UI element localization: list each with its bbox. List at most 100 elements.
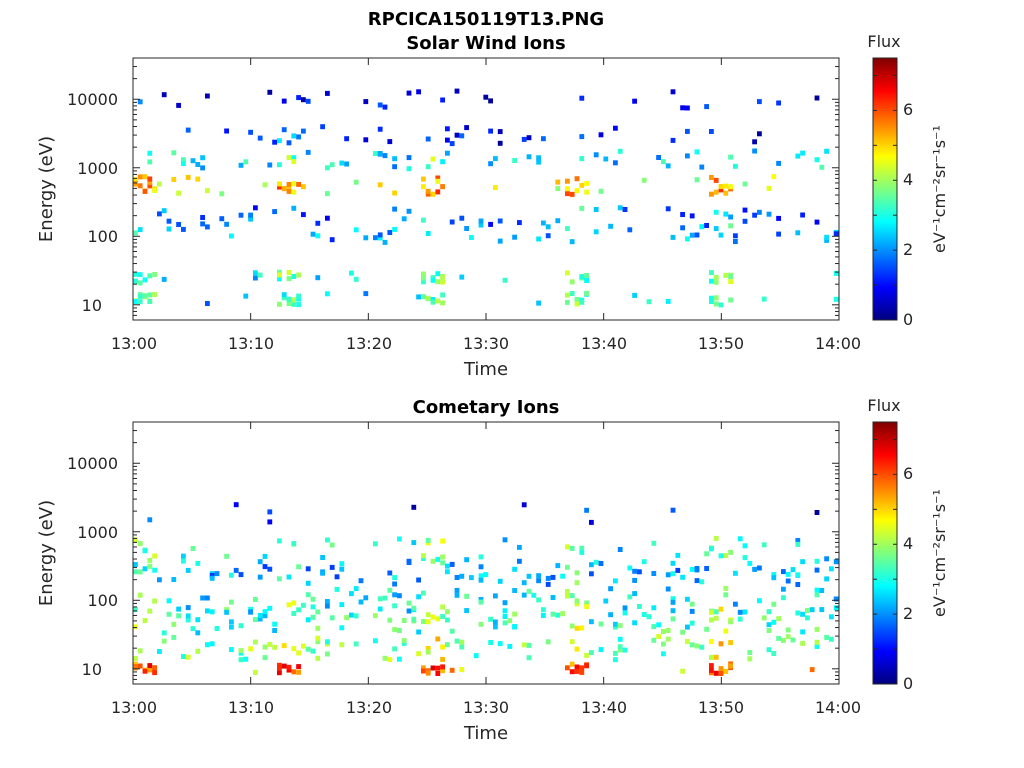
heatmap-cell xyxy=(421,271,426,277)
heatmap-cell xyxy=(200,221,205,227)
heatmap-cell xyxy=(430,297,436,302)
heatmap-cell xyxy=(627,227,633,233)
heatmap-cell xyxy=(248,212,253,218)
heatmap-cell xyxy=(483,94,489,100)
x-axis-label-cometary: Time xyxy=(463,723,508,744)
heatmap-cell xyxy=(147,292,153,298)
heatmap-cell xyxy=(377,596,383,602)
heatmap-cell xyxy=(651,624,657,630)
heatmap-cell xyxy=(349,270,354,276)
heatmap-cell xyxy=(440,292,445,298)
heatmap-cell xyxy=(430,614,436,620)
heatmap-cell xyxy=(205,224,210,230)
heatmap-cell xyxy=(656,155,661,160)
heatmap-cell xyxy=(665,586,671,592)
heatmap-cell xyxy=(814,587,820,593)
heatmap-cell xyxy=(641,177,647,183)
heatmap-cell xyxy=(565,191,570,197)
heatmap-cell xyxy=(656,622,661,628)
heatmap-cell xyxy=(430,277,436,283)
heatmap-cell xyxy=(253,275,258,281)
heatmap-cell xyxy=(416,294,421,300)
heatmap-cell xyxy=(334,574,340,580)
heatmap-cell xyxy=(315,635,321,641)
heatmap-cell xyxy=(286,664,292,670)
colorbar-tick-label: 6 xyxy=(903,100,913,119)
heatmap-cell xyxy=(296,272,301,278)
heatmap-cell xyxy=(344,136,349,142)
heatmap-cell xyxy=(728,297,733,303)
heatmap-cell xyxy=(286,574,292,580)
heatmap-cell xyxy=(421,556,426,561)
heatmap-cell xyxy=(521,502,527,508)
colorbar-units: eV⁻¹cm⁻²sr⁻¹s⁻¹ xyxy=(930,489,949,617)
heatmap-cell xyxy=(185,127,191,133)
heatmap-cell xyxy=(454,587,460,593)
heatmap-cell xyxy=(142,188,148,194)
x-tick-label: 13:30 xyxy=(463,698,509,717)
y-tick-label: 1000 xyxy=(77,159,118,178)
heatmap-cell xyxy=(267,509,273,515)
heatmap-cell xyxy=(493,624,498,630)
heatmap-cell xyxy=(176,606,181,612)
heatmap-cell xyxy=(565,292,570,298)
heatmap-cell xyxy=(133,664,138,669)
heatmap-cell xyxy=(382,153,388,159)
heatmap-cell xyxy=(718,302,724,308)
heatmap-cell xyxy=(598,621,604,627)
heatmap-cell xyxy=(613,621,618,627)
heatmap-cell xyxy=(315,639,321,645)
heatmap-cell xyxy=(512,566,517,572)
heatmap-cell xyxy=(651,571,657,576)
heatmap-cell xyxy=(670,596,676,602)
heatmap-cell xyxy=(320,555,325,560)
heatmap-cell xyxy=(574,646,580,652)
heatmap-cell xyxy=(286,188,292,194)
colorbar-solar-wind: Flux 0 2 4 6 eV⁻¹cm⁻²sr⁻¹s⁻¹ xyxy=(867,32,949,329)
heatmap-cell xyxy=(713,609,719,615)
heatmap-cell xyxy=(315,609,321,615)
heatmap-cell xyxy=(233,502,239,508)
heatmap-cell xyxy=(488,221,493,227)
heatmap-cell xyxy=(502,614,508,619)
heatmap-cell xyxy=(147,179,153,185)
heatmap-cell xyxy=(785,627,791,633)
heatmap-cell xyxy=(795,541,801,547)
heatmap-cell xyxy=(238,212,244,218)
heatmap-cell xyxy=(709,278,714,284)
heatmap-cell xyxy=(800,150,805,156)
heatmap-cell xyxy=(363,137,369,143)
heatmap-cell xyxy=(833,605,839,611)
heatmap-cell xyxy=(329,237,335,243)
heatmap-cell xyxy=(814,644,820,649)
heatmap-cell xyxy=(339,602,345,608)
heatmap-cell xyxy=(267,566,273,572)
heatmap-cell xyxy=(397,536,402,542)
heatmap-cell xyxy=(301,128,306,134)
heatmap-cell xyxy=(814,95,820,101)
heatmap-cell xyxy=(565,589,570,594)
heatmap-cell xyxy=(497,218,503,224)
heatmap-cell xyxy=(555,179,561,185)
heatmap-cell xyxy=(694,566,700,571)
heatmap-cell xyxy=(579,299,585,305)
heatmap-cell xyxy=(219,191,225,197)
heatmap-cell xyxy=(713,189,719,195)
heatmap-cell xyxy=(569,239,575,245)
heatmap-cell xyxy=(766,622,772,628)
heatmap-cell xyxy=(593,152,599,158)
heatmap-cell xyxy=(517,220,522,226)
heatmap-cell xyxy=(723,668,729,674)
heatmap-cell xyxy=(406,166,412,172)
heatmap-cell xyxy=(406,208,412,214)
heatmap-cell xyxy=(440,184,445,190)
heatmap-cell xyxy=(205,642,210,648)
heatmap-cell xyxy=(536,159,541,165)
heatmap-cell xyxy=(257,272,263,278)
heatmap-cell xyxy=(728,184,733,190)
heatmap-cell xyxy=(622,647,628,653)
heatmap-cell xyxy=(670,571,676,577)
heatmap-cell xyxy=(579,95,585,101)
heatmap-cell xyxy=(421,217,426,223)
